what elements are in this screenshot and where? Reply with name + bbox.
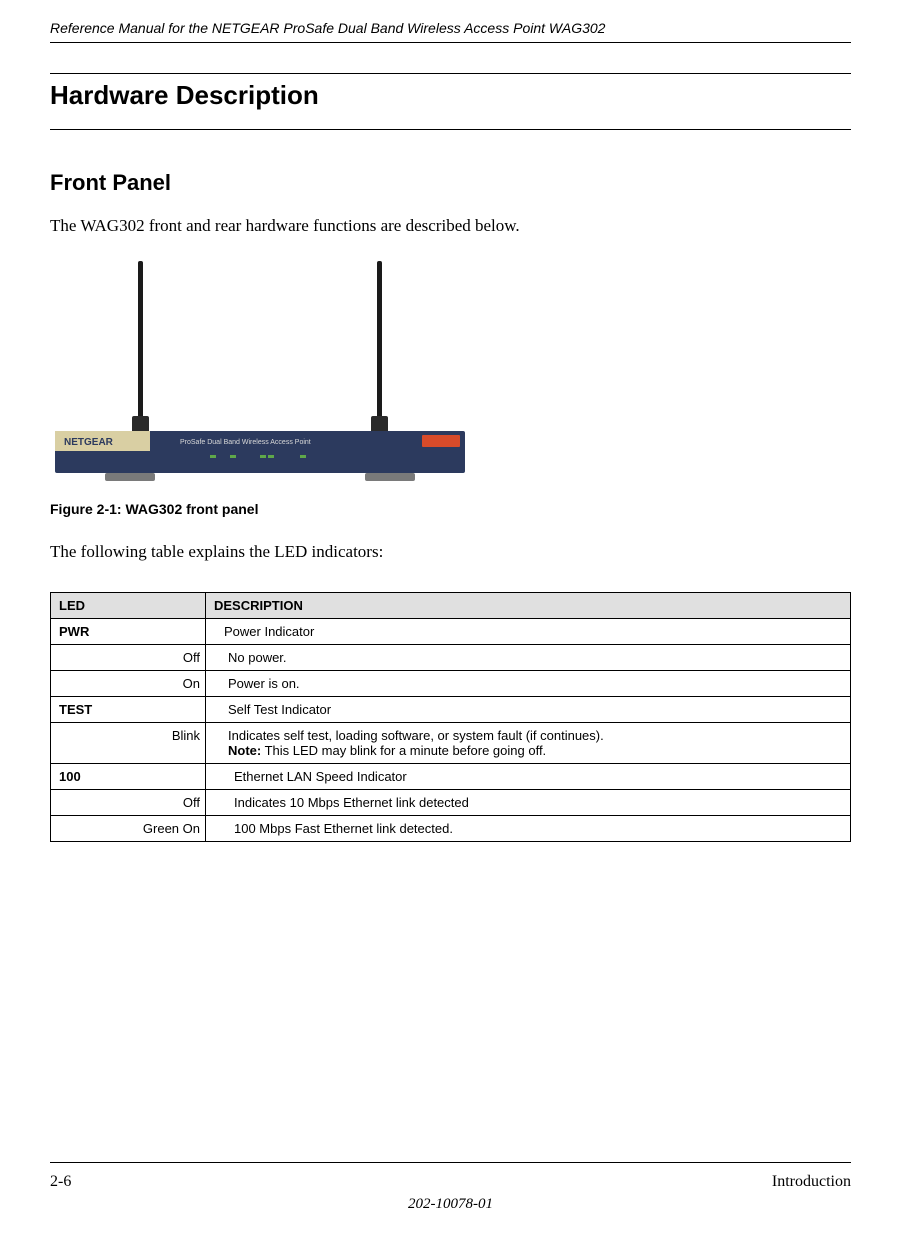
figure-caption: Figure 2-1: WAG302 front panel (50, 501, 851, 517)
led-table: LED DESCRIPTION PWRPower IndicatorOffNo … (50, 592, 851, 842)
table-row: PWRPower Indicator (51, 619, 851, 645)
led-cell: TEST (51, 697, 206, 723)
led-cell: Off (51, 645, 206, 671)
led-cell: Off (51, 790, 206, 816)
description-cell: Ethernet LAN Speed Indicator (206, 764, 851, 790)
note-line: Note: This LED may blink for a minute be… (228, 743, 842, 758)
table-row: 100Ethernet LAN Speed Indicator (51, 764, 851, 790)
table-header-row: LED DESCRIPTION (51, 593, 851, 619)
led-cell: On (51, 671, 206, 697)
page-header: Reference Manual for the NETGEAR ProSafe… (50, 0, 851, 43)
table-row: Blink Indicates self test, loading softwa… (51, 723, 851, 764)
description-cell: Indicates self test, loading software, o… (206, 723, 851, 764)
led-cell: PWR (51, 619, 206, 645)
led-cell: Blink (51, 723, 206, 764)
footer-rule (50, 1162, 851, 1163)
description-cell: Power Indicator (206, 619, 851, 645)
description-cell: Power is on. (206, 671, 851, 697)
led-cell: 100 (51, 764, 206, 790)
header-title: Reference Manual for the NETGEAR ProSafe… (50, 0, 851, 42)
footer-page: 2-6 (50, 1173, 71, 1191)
intro-text: The WAG302 front and rear hardware funct… (50, 216, 851, 236)
table-row: OnPower is on. (51, 671, 851, 697)
footer-docnum: 202-10078-01 (50, 1196, 851, 1213)
led-cell: Green On (51, 816, 206, 842)
table-row: TESTSelf Test Indicator (51, 697, 851, 723)
table-intro: The following table explains the LED ind… (50, 542, 851, 562)
device-image: NETGEAR ProSafe Dual Band Wireless Acces… (50, 251, 470, 486)
svg-text:ProSafe Dual Band Wireless Acc: ProSafe Dual Band Wireless Access Point (180, 439, 311, 446)
description-cell: No power. (206, 645, 851, 671)
description-cell: Self Test Indicator (206, 697, 851, 723)
th-led: LED (51, 593, 206, 619)
table-row: OffIndicates 10 Mbps Ethernet link detec… (51, 790, 851, 816)
footer-row: 2-6 Introduction (50, 1173, 851, 1191)
th-description: DESCRIPTION (206, 593, 851, 619)
description-cell: Indicates 10 Mbps Ethernet link detected (206, 790, 851, 816)
header-rule (50, 42, 851, 43)
footer-chapter: Introduction (772, 1173, 851, 1191)
figure-container: NETGEAR ProSafe Dual Band Wireless Acces… (50, 251, 851, 517)
table-row: Green On100 Mbps Fast Ethernet link dete… (51, 816, 851, 842)
subsection-title: Front Panel (50, 170, 851, 196)
svg-text:NETGEAR: NETGEAR (64, 437, 114, 448)
section-title-container: Hardware Description (50, 73, 851, 130)
section-title: Hardware Description (50, 80, 851, 119)
page-footer: 2-6 Introduction 202-10078-01 (50, 1162, 851, 1213)
note-label: Note: (228, 743, 261, 758)
table-row: OffNo power. (51, 645, 851, 671)
note-text: This LED may blink for a minute before g… (261, 743, 546, 758)
description-cell: 100 Mbps Fast Ethernet link detected. (206, 816, 851, 842)
description-text: Indicates self test, loading software, o… (228, 728, 842, 743)
